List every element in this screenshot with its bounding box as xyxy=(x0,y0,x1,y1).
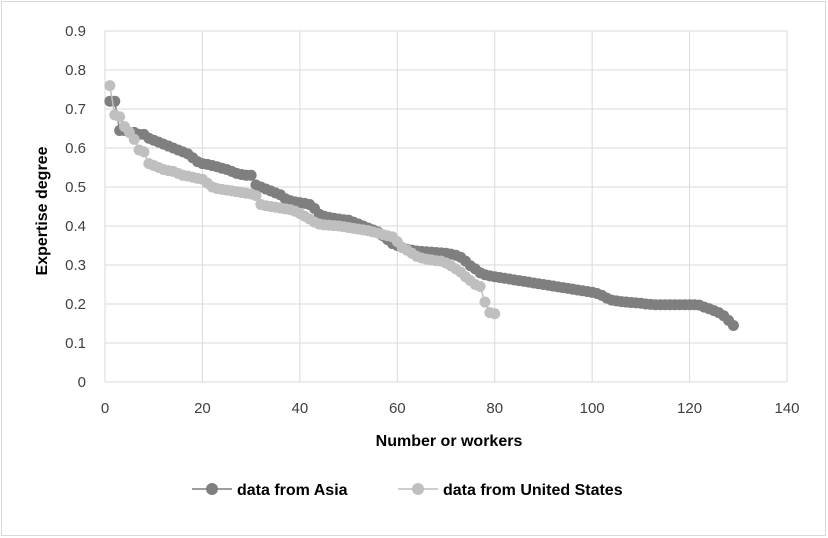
data-point xyxy=(489,308,500,319)
y-tick-label: 0.5 xyxy=(65,179,86,196)
legend-marker-asia xyxy=(206,483,218,495)
y-tick-label: 0.8 xyxy=(65,62,86,79)
legend-label-asia: data from Asia xyxy=(237,482,348,499)
data-point xyxy=(475,281,486,292)
legend-item-united-states: data from United States xyxy=(398,482,623,499)
x-tick-label: 0 xyxy=(101,400,109,417)
data-point xyxy=(109,96,120,107)
y-tick-label: 0.3 xyxy=(65,257,86,274)
y-axis-title: Expertise degree xyxy=(34,146,51,275)
legend-item-asia: data from Asia xyxy=(192,482,348,499)
y-tick-label: 0.1 xyxy=(65,335,86,352)
y-tick-label: 0.6 xyxy=(65,140,86,157)
series-line xyxy=(110,101,734,325)
data-point xyxy=(479,297,490,308)
x-tick-label: 60 xyxy=(389,400,406,417)
x-tick-label: 20 xyxy=(194,400,211,417)
data-point xyxy=(104,80,115,91)
legend-marker-united-states xyxy=(412,483,424,495)
data-point xyxy=(129,134,140,145)
x-tick-label: 120 xyxy=(677,400,702,417)
y-tick-label: 0.2 xyxy=(65,296,86,313)
plot-series xyxy=(104,80,739,331)
data-point xyxy=(728,320,739,331)
x-tick-label: 80 xyxy=(486,400,503,417)
y-tick-label: 0.7 xyxy=(65,101,86,118)
legend: data from Asia data from United States xyxy=(192,482,623,499)
x-axis-title: Number or workers xyxy=(376,433,523,450)
series-asia xyxy=(104,96,739,331)
y-tick-label: 0 xyxy=(78,374,86,391)
x-tick-label: 40 xyxy=(292,400,309,417)
data-point xyxy=(138,146,149,157)
y-tick-label: 0.4 xyxy=(65,218,86,235)
legend-label-united-states: data from United States xyxy=(443,482,623,499)
x-tick-label: 140 xyxy=(774,400,799,417)
y-tick-label: 0.9 xyxy=(65,23,86,40)
grid xyxy=(105,31,787,382)
data-point xyxy=(114,111,125,122)
data-point xyxy=(246,170,257,181)
x-tick-label: 100 xyxy=(580,400,605,417)
